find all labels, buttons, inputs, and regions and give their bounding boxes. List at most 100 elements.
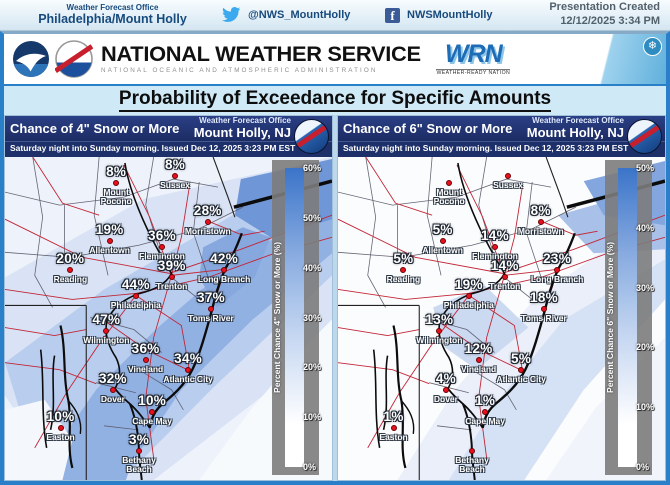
city-dot [505,173,512,180]
city-dot [57,425,64,432]
city-dot [208,305,214,312]
city-value: 14% [490,257,519,273]
noaa-logo-icon [13,41,49,77]
colorbar-tick: 30% [303,312,322,323]
colorbar-tick: 10% [303,412,322,423]
colorbar-6in: Percent Chance 6" Snow or More (%) 50% 40… [605,160,655,475]
created-label: Presentation Created [549,1,660,14]
city-value: 37% [197,289,225,305]
agency-subtitle: NATIONAL OCEANIC AND ATMOSPHERIC ADMINIS… [101,66,378,74]
city-name: Dover [433,393,458,404]
twitter-handle: @NWS_MountHolly [248,9,351,21]
facebook-link[interactable]: f NWSMountHolly [385,7,543,23]
city-dot [204,218,211,225]
city-name: Cape May [132,416,172,427]
city-value: 23% [543,251,572,267]
colorbar-4in: Percent Chance 4" Snow or More (%) 60% 50… [272,160,322,475]
city-value: 32% [98,370,127,386]
city-name: Trenton [489,280,521,291]
page-title: Probability of Exceedance for Specific A… [118,88,552,113]
city-name: Allentown [422,244,463,255]
city-name: Mount Pocono [100,186,132,207]
agency-title-block: NATIONAL WEATHER SERVICE NATIONAL OCEANI… [101,44,421,74]
city-dot [439,237,446,244]
office-name: Philadelphia/Mount Holly [38,12,187,27]
city-value: 19% [95,221,124,237]
city-name: Atlantic City [163,374,213,385]
top-bar: Weather Forecast Office Philadelphia/Mou… [0,0,670,31]
colorbar-tick: 20% [636,342,655,353]
city-value: 19% [454,276,483,292]
city-name: Long Branch [197,274,251,285]
content-frame: NATIONAL WEATHER SERVICE NATIONAL OCEANI… [0,31,670,485]
wfo-label: Weather Forecast Office [199,116,291,126]
colorbar-tick: 0% [303,462,317,473]
city-value: 1% [383,409,404,425]
colorbar-tick: 40% [303,262,322,273]
city-value: 28% [193,202,222,218]
city-dot [149,409,156,416]
nws-seal-icon [627,119,662,154]
city-dot [442,386,449,393]
city-value: 42% [210,251,239,267]
colorbar-label: Percent Chance 6" Snow or More (%) [605,241,615,394]
colorbar-tick: 30% [636,282,655,293]
city-value: 36% [131,341,160,357]
city-name: Flemington [472,251,518,262]
product-title: Chance of 6" Snow or More [343,121,513,136]
city-dot [106,237,113,244]
city-value: 36% [147,228,176,244]
city-name: Easton [46,432,75,443]
city-value: 44% [121,276,150,292]
city-dot [67,267,74,274]
maps-row: Chance of 4" Snow or More Weather Foreca… [4,115,666,481]
city-value: 47% [92,312,121,328]
map-area-6in: Percent Chance 6" Snow or More (%) 50% 40… [338,157,665,480]
wfo-block: Weather Forecast Office Mount Holly, NJ [194,117,291,139]
city-name: Vineland [127,364,164,375]
city-value: 8% [164,157,186,173]
city-value: 1% [475,393,496,409]
wrn-logo: WRN WEATHER-READY NATION [436,39,511,76]
wfo-label: Weather Forecast Office [532,116,624,126]
snowflake-icon: ❄ [643,37,662,56]
colorbar-tick: 50% [303,212,322,223]
colorbar-label: Percent Chance 4" Snow or More (%) [272,241,282,394]
city-value: 12% [464,341,493,357]
colorbar-tick: 10% [636,402,655,413]
title-bar: Probability of Exceedance for Specific A… [4,86,666,115]
agency-name: NATIONAL WEATHER SERVICE [101,42,421,66]
twitter-link[interactable]: @NWS_MountHolly [221,7,379,23]
city-dot [400,267,407,274]
wrn-acronym: WRN [444,39,503,68]
city-value: 18% [530,289,558,305]
city-value: 39% [157,257,186,273]
city-dot [136,447,143,454]
city-value: 5% [393,251,414,267]
office-label: Weather Forecast Office [66,3,159,13]
twitter-icon [222,7,241,22]
city-dot [465,292,472,299]
city-name: Vineland [460,364,497,375]
city-dot [482,409,489,416]
city-dot [172,173,179,180]
city-name: Allentown [89,244,130,255]
city-name: Cape May [465,416,505,427]
map-panel-6in: Chance of 6" Snow or More Weather Foreca… [337,115,666,481]
city-name: Wilmington [416,335,463,346]
office-block: Weather Forecast Office Philadelphia/Mou… [10,3,215,27]
wrn-label: WEATHER-READY NATION [436,68,511,76]
issued-text: Saturday night into Sunday morning. Issu… [338,141,665,157]
city-name: Philadelphia [443,299,494,310]
city-dot [158,244,165,251]
city-name: Morristown [184,225,231,236]
colorbar-tick: 50% [636,162,655,173]
city-dot [113,179,120,186]
colorbar-gradient [618,168,637,467]
city-value: 14% [480,228,509,244]
facebook-icon: f [385,7,400,23]
city-dot [469,447,476,454]
city-value: 20% [56,251,85,267]
city-dot [132,292,139,299]
